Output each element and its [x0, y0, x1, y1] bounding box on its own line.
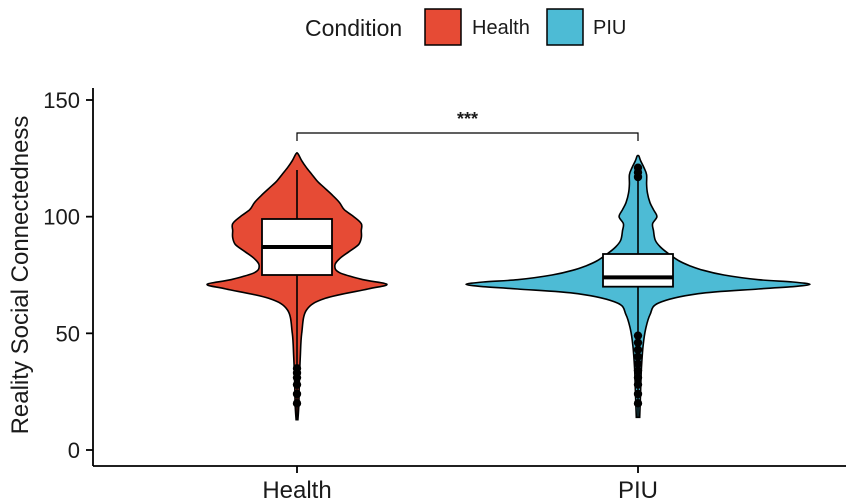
violins: [206, 152, 811, 421]
outlier-point: [633, 331, 643, 340]
box-piu: [602, 253, 674, 288]
outlier-point: [292, 364, 302, 373]
x-ticks: Health PIU: [262, 466, 658, 504]
outlier-point: [633, 338, 643, 347]
significance-label: ***: [457, 109, 478, 129]
outlier-point: [633, 373, 643, 382]
legend: Condition Health PIU: [305, 8, 626, 46]
y-ticks: 0 50 100 150: [43, 88, 93, 463]
outlier-point: [633, 352, 643, 361]
legend-label-piu: PIU: [593, 17, 626, 39]
outlier-point: [633, 163, 643, 172]
outlier-point: [292, 399, 302, 408]
y-tick-label: 0: [68, 438, 80, 463]
outlier-point: [292, 389, 302, 399]
legend-title: Condition: [305, 15, 402, 41]
bracket-line: [296, 132, 639, 141]
legend-swatch-health: [424, 8, 462, 46]
y-tick-label: 100: [43, 205, 80, 230]
x-tick-label: Health: [262, 477, 331, 504]
outlier-point: [633, 359, 643, 368]
outlier-point: [292, 380, 302, 389]
x-tick-label: PIU: [618, 477, 658, 504]
significance-bracket: ***: [296, 109, 639, 141]
y-axis-title: Reality Social Connectedness: [7, 116, 34, 435]
outlier-point: [633, 380, 643, 389]
outlier-point: [633, 366, 643, 375]
y-tick-label: 150: [43, 88, 80, 113]
y-tick-label: 50: [56, 321, 80, 346]
outlier-point: [633, 389, 643, 399]
legend-label-health: Health: [472, 17, 530, 39]
legend-swatch-piu: [546, 8, 584, 46]
outlier-point: [633, 345, 643, 354]
outlier-point: [633, 399, 643, 408]
